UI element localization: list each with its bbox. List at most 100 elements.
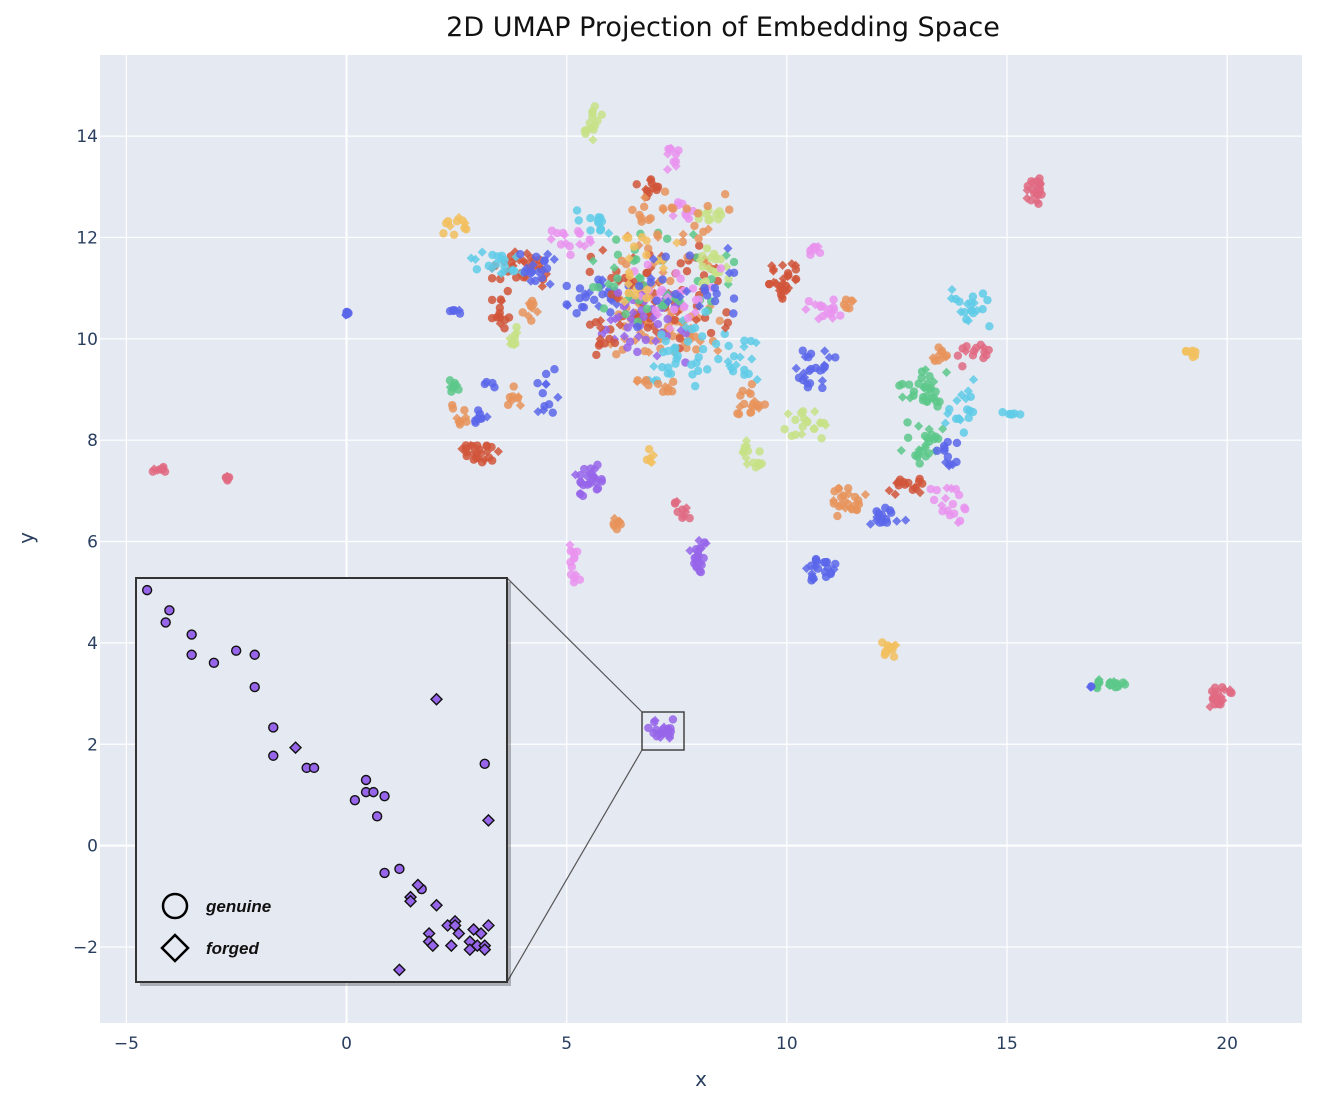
point-forged [595, 316, 606, 326]
inset-point-genuine [308, 762, 320, 774]
point-forged [545, 279, 555, 289]
point-genuine [566, 250, 575, 260]
point-genuine [642, 250, 651, 260]
point-genuine [495, 313, 505, 322]
point-genuine [668, 715, 678, 724]
point-forged [482, 412, 492, 422]
point-forged [840, 496, 850, 506]
point-genuine [532, 252, 541, 261]
point-forged [956, 390, 967, 400]
cluster-cyan [466, 247, 528, 279]
point-genuine [682, 343, 691, 353]
point-forged [735, 352, 745, 362]
point-genuine [729, 294, 739, 303]
point-genuine [819, 418, 829, 428]
point-genuine [506, 252, 516, 261]
point-genuine [658, 204, 668, 213]
point-genuine [791, 265, 801, 274]
point-genuine [643, 323, 652, 332]
point-genuine [809, 424, 819, 434]
cluster-rose [221, 471, 234, 485]
point-forged [738, 447, 748, 458]
point-genuine [538, 389, 547, 398]
point-forged [943, 408, 953, 419]
point-forged [669, 343, 679, 353]
point-forged [526, 276, 536, 286]
point-forged [461, 412, 471, 422]
point-genuine [960, 307, 969, 317]
point-forged [828, 496, 839, 506]
point-genuine [596, 225, 606, 234]
point-genuine [833, 511, 842, 521]
zoom-connector-line [506, 749, 643, 983]
point-genuine [518, 308, 527, 317]
point-genuine [954, 490, 964, 500]
point-genuine [682, 204, 691, 213]
inset-point-genuine [394, 863, 405, 875]
point-genuine [575, 575, 585, 584]
point-forged [663, 297, 673, 307]
point-forged [723, 357, 733, 367]
x-tick-label: −5 [114, 1034, 139, 1054]
cluster-yellow [878, 638, 901, 661]
y-tick-label: 14 [76, 127, 98, 147]
point-genuine [583, 480, 592, 489]
point-genuine [889, 652, 899, 661]
point-forged [648, 313, 658, 323]
point-forged [741, 453, 751, 463]
point-genuine [653, 320, 663, 329]
point-genuine [823, 309, 832, 318]
point-genuine [1227, 688, 1236, 698]
point-forged [940, 418, 950, 428]
point-forged [752, 374, 762, 385]
point-genuine [881, 648, 891, 658]
point-forged [922, 390, 932, 400]
point-genuine [542, 264, 552, 273]
point-genuine [488, 378, 497, 388]
point-genuine [658, 362, 667, 372]
point-genuine [903, 433, 913, 442]
x-tick-label: 20 [1216, 1034, 1238, 1054]
point-forged [914, 421, 924, 431]
point-forged [720, 323, 731, 333]
point-forged [723, 279, 733, 289]
point-forged [723, 243, 733, 253]
point-forged [840, 503, 850, 513]
point-genuine [507, 258, 516, 268]
point-forged [682, 286, 692, 297]
point-forged [695, 336, 705, 346]
point-genuine [633, 322, 642, 332]
point-genuine [653, 379, 663, 389]
point-genuine [836, 311, 845, 320]
point-forged [527, 303, 537, 313]
point-genuine [1023, 181, 1032, 191]
point-genuine [671, 359, 680, 368]
point-genuine [755, 447, 764, 456]
point-genuine [699, 227, 708, 236]
point-forged [651, 336, 661, 346]
inset-point-forged [289, 741, 303, 755]
point-genuine [729, 309, 738, 318]
cluster-blue [791, 346, 840, 393]
point-forged [834, 483, 844, 493]
point-genuine [541, 369, 551, 379]
point-genuine [701, 307, 710, 317]
x-tick-label: 15 [996, 1034, 1018, 1054]
point-genuine [934, 343, 943, 352]
point-genuine [621, 309, 630, 319]
point-genuine [642, 236, 651, 245]
point-forged [872, 512, 882, 522]
zoom-connector-line [506, 577, 643, 713]
point-genuine [703, 365, 712, 374]
point-forged [647, 457, 657, 468]
point-genuine [591, 318, 601, 327]
point-genuine [979, 353, 988, 363]
point-genuine [512, 323, 521, 332]
point-genuine [644, 444, 654, 454]
point-genuine [688, 284, 698, 293]
point-forged [672, 238, 682, 248]
point-forged [648, 322, 658, 332]
x-tick-label: 5 [561, 1034, 572, 1054]
point-forged [505, 339, 516, 349]
point-genuine [605, 334, 614, 344]
